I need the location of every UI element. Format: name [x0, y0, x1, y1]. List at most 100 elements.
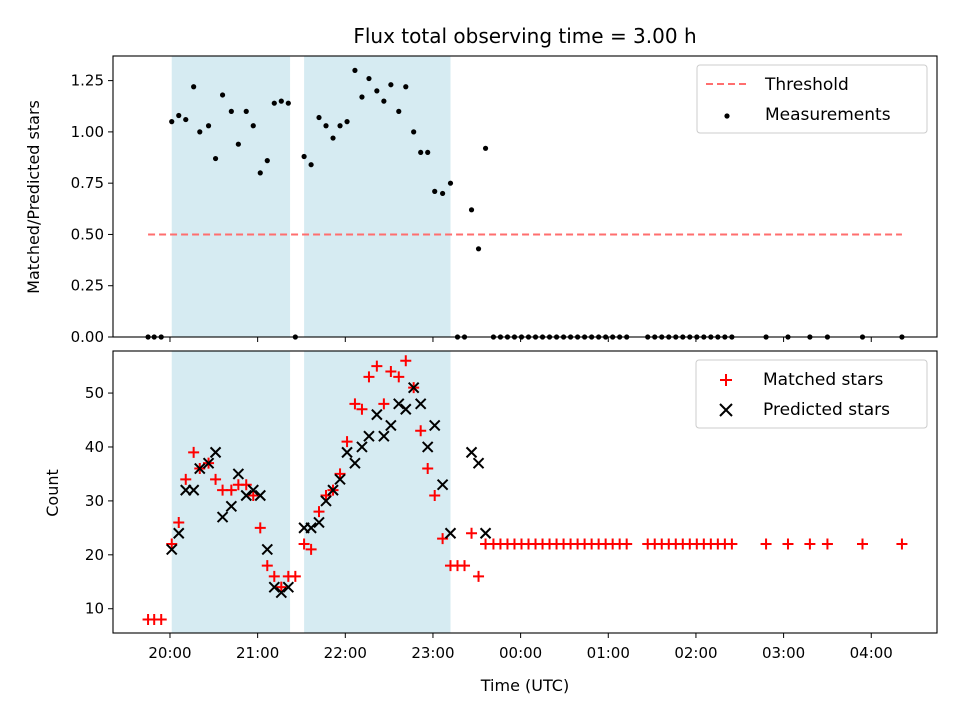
predicted-star-point [282, 581, 295, 593]
bottom-legend-box [695, 359, 928, 429]
series-matched-stars [142, 355, 908, 626]
measurement-point [366, 75, 372, 82]
measurement-point [250, 123, 256, 129]
x-tick-label: 03:00 [762, 644, 805, 662]
matched-star-point [298, 538, 310, 550]
series-predicted-stars [166, 381, 492, 599]
top-panel: 0.00 0.25 0.50 0.75 1.00 1.25 [71, 55, 938, 346]
measurement-point [475, 246, 482, 252]
measurement-point [183, 116, 189, 123]
matched-star-point [782, 538, 794, 550]
bottom-y-tick-label: 20 [85, 546, 104, 564]
bottom-panel: 10 20 30 40 50 20:00 21:00 22:00 23:00 00:00 01:00… [85, 350, 938, 662]
measurement-point [257, 170, 263, 176]
measurement-point [482, 145, 489, 151]
predicted-star-point [247, 484, 259, 496]
bottom-y-axis-label: Count [43, 469, 62, 517]
matched-star-point [261, 560, 273, 572]
predicted-star-point [429, 419, 441, 432]
measurement-point [330, 135, 336, 141]
matched-star-point [393, 371, 405, 383]
legend-matched-label: Matched stars [763, 370, 883, 390]
measurement-point [301, 153, 307, 160]
matched-star-point [341, 436, 353, 448]
matched-star-point [180, 473, 192, 485]
predicted-star-point [334, 473, 346, 486]
measurement-point [278, 98, 284, 104]
top-y-tick-label: 0.25 [71, 277, 104, 295]
x-tick-label: 21:00 [236, 644, 279, 662]
predicted-star-point [305, 522, 317, 534]
predicted-star-point [254, 489, 266, 502]
measurement-point [403, 84, 409, 90]
predicted-star-point [341, 446, 353, 459]
predicted-star-point [479, 527, 492, 539]
top-shaded-span-1 [304, 56, 451, 337]
predicted-star-point [261, 543, 273, 556]
bottom-y-tick-label: 40 [85, 438, 104, 456]
measurement-point [323, 123, 329, 129]
measurement-point [440, 190, 446, 197]
predicted-star-point [356, 441, 368, 453]
predicted-star-point [407, 381, 420, 394]
legend-matched-swatch [720, 374, 732, 386]
matched-star-point [247, 490, 259, 502]
matched-star-point [422, 463, 434, 475]
legend-threshold-label: Threshold [764, 75, 849, 95]
measurement-point [316, 114, 322, 121]
top-legend-box [696, 64, 928, 134]
measurement-point [432, 188, 438, 194]
top-shaded-span-0 [171, 56, 291, 337]
matched-star-point [378, 398, 390, 410]
legend-measurements-swatch [724, 113, 730, 119]
measurement-point [264, 158, 270, 164]
predicted-star-point [414, 398, 427, 410]
measurement-point [396, 108, 402, 114]
measurement-point [374, 88, 380, 94]
predicted-star-point [275, 586, 288, 599]
matched-star-point [166, 538, 178, 550]
measurement-point [337, 123, 343, 129]
bottom-y-tick-label: 10 [85, 600, 104, 618]
matched-star-point [305, 543, 317, 555]
measurement-point [344, 119, 350, 125]
bottom-shaded-span-1 [304, 351, 451, 633]
predicted-star-point [400, 403, 412, 415]
measurement-point [191, 84, 197, 90]
predicted-star-point [378, 430, 390, 442]
matched-star-point [466, 527, 478, 539]
top-legend: Threshold Measurements [696, 64, 928, 134]
matched-star-point [804, 538, 816, 550]
measurement-point [352, 67, 358, 73]
measurement-point [308, 162, 314, 168]
top-y-tick-label: 0.75 [71, 174, 104, 192]
matched-star-point [155, 614, 167, 626]
legend-measurements-label: Measurements [765, 105, 891, 125]
matched-star-point [349, 398, 361, 410]
matched-star-point [760, 538, 772, 550]
measurement-point [411, 129, 417, 135]
predicted-star-point [472, 457, 485, 469]
measurement-point [468, 207, 475, 213]
predicted-star-point [268, 581, 281, 593]
chart-title: Flux total observing time = 3.00 h [353, 24, 696, 48]
measurement-point [219, 92, 226, 98]
matched-star-point [473, 570, 485, 582]
predicted-star-point [371, 408, 383, 421]
matched-star-point [254, 522, 266, 534]
predicted-star-point [194, 462, 206, 475]
matched-star-point [821, 538, 833, 550]
matched-star-point [363, 371, 375, 383]
matched-star-point [400, 355, 412, 367]
matched-star-point [268, 570, 280, 582]
x-tick-label: 23:00 [411, 644, 454, 662]
measurement-point [271, 100, 277, 106]
x-tick-label: 22:00 [324, 644, 367, 662]
bottom-legend: Matched stars Predicted stars [695, 359, 928, 429]
top-y-tick-label: 0.00 [71, 328, 104, 346]
predicted-star-point [202, 457, 215, 469]
measurement-point [235, 141, 241, 147]
top-y-tick-label: 0.50 [71, 225, 104, 243]
measurement-point [425, 149, 431, 156]
